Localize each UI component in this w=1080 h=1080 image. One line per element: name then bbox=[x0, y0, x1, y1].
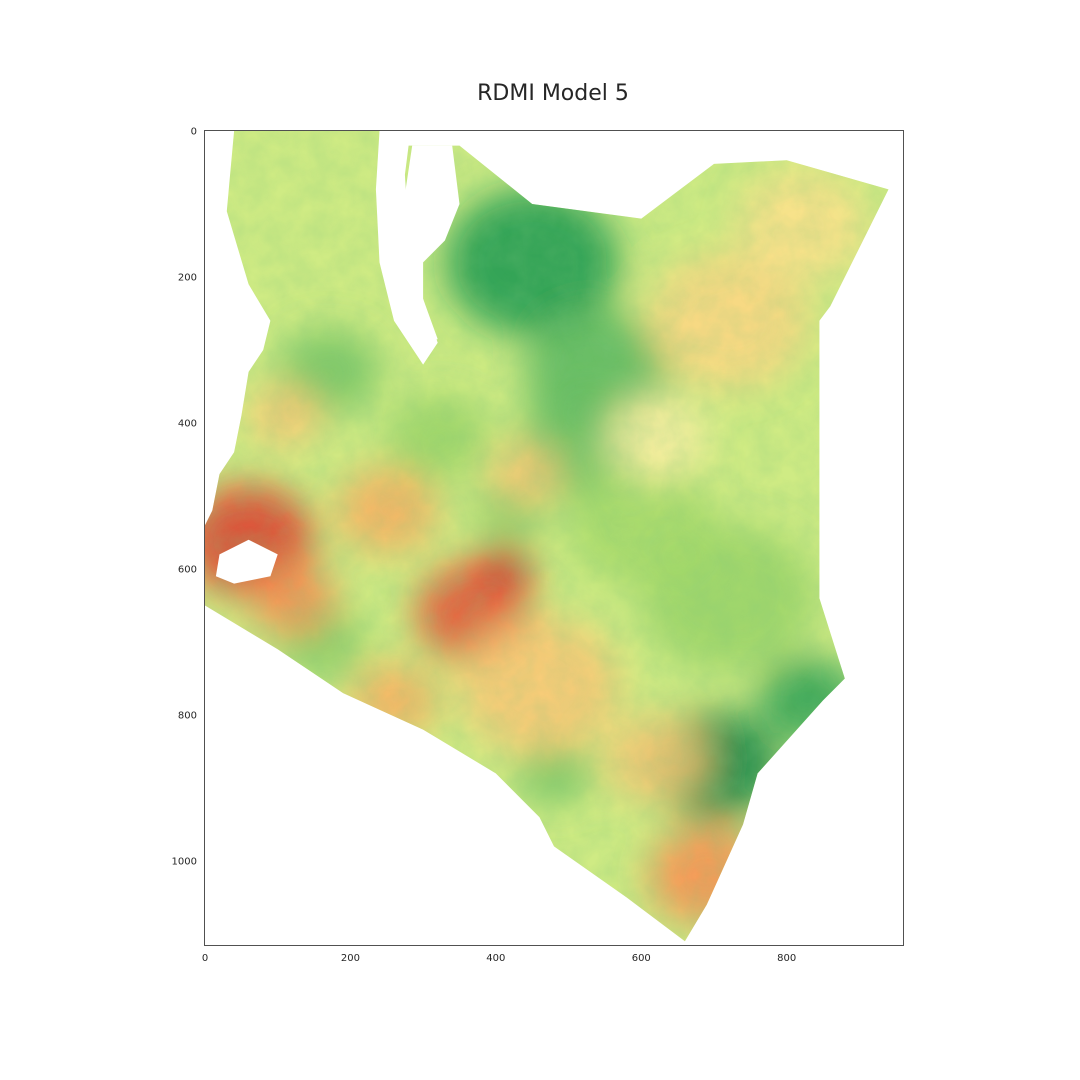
plot-area bbox=[205, 131, 889, 942]
y-tick-label: 600 bbox=[178, 565, 197, 576]
x-tick-label: 400 bbox=[486, 953, 505, 964]
axes-frame bbox=[204, 130, 904, 946]
heatmap-texture bbox=[205, 131, 889, 942]
x-tick-label: 200 bbox=[341, 953, 360, 964]
x-tick-label: 600 bbox=[632, 953, 651, 964]
water-body bbox=[215, 539, 278, 584]
y-axis-ticks: 0 200 400 600 800 1000 bbox=[172, 127, 197, 868]
heatmap-raster bbox=[205, 131, 889, 942]
water-bodies bbox=[215, 145, 460, 584]
y-tick-label: 0 bbox=[191, 127, 197, 138]
y-tick-label: 1000 bbox=[172, 857, 197, 868]
y-tick-label: 200 bbox=[178, 273, 197, 284]
y-tick-label: 800 bbox=[178, 711, 197, 722]
water-body bbox=[401, 145, 460, 343]
x-axis-ticks: 0 200 400 600 800 bbox=[202, 953, 796, 964]
y-tick-label: 400 bbox=[178, 419, 197, 430]
x-tick-label: 800 bbox=[777, 953, 796, 964]
chart-title: RDMI Model 5 bbox=[477, 81, 629, 106]
x-tick-label: 0 bbox=[202, 953, 208, 964]
